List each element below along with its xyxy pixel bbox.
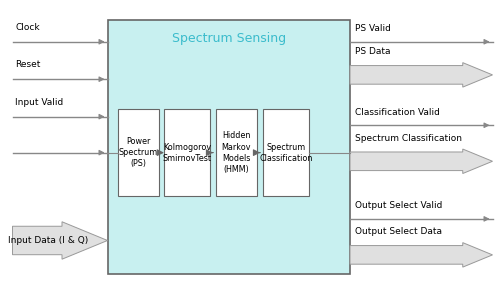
Polygon shape — [350, 149, 492, 173]
Text: Spectrum Sensing: Spectrum Sensing — [172, 32, 286, 46]
Polygon shape — [350, 63, 492, 87]
Text: Output Select Data: Output Select Data — [355, 227, 442, 236]
Polygon shape — [350, 242, 492, 267]
Text: Hidden
Markov
Models
(HMM): Hidden Markov Models (HMM) — [222, 132, 252, 174]
Bar — [118, 109, 158, 196]
Text: Spectrum
Classification: Spectrum Classification — [260, 143, 312, 163]
Bar — [164, 109, 210, 196]
Bar — [216, 109, 257, 196]
Text: Output Select Valid: Output Select Valid — [355, 201, 442, 210]
Text: Kolmogorov
SmirnovTest: Kolmogorov SmirnovTest — [162, 143, 212, 163]
Text: Reset: Reset — [15, 60, 40, 69]
Text: Input Valid: Input Valid — [15, 98, 63, 107]
Text: Clock: Clock — [15, 23, 40, 32]
Text: Power
Spectrum
(PS): Power Spectrum (PS) — [118, 137, 158, 168]
Polygon shape — [12, 222, 108, 259]
Bar — [108, 20, 350, 274]
Bar — [263, 109, 309, 196]
Text: PS Valid: PS Valid — [355, 24, 391, 33]
Text: Classification Valid: Classification Valid — [355, 108, 440, 117]
Text: Spectrum Classification: Spectrum Classification — [355, 134, 462, 143]
Text: Input Data (I & Q): Input Data (I & Q) — [8, 236, 88, 245]
Text: PS Data: PS Data — [355, 47, 390, 56]
